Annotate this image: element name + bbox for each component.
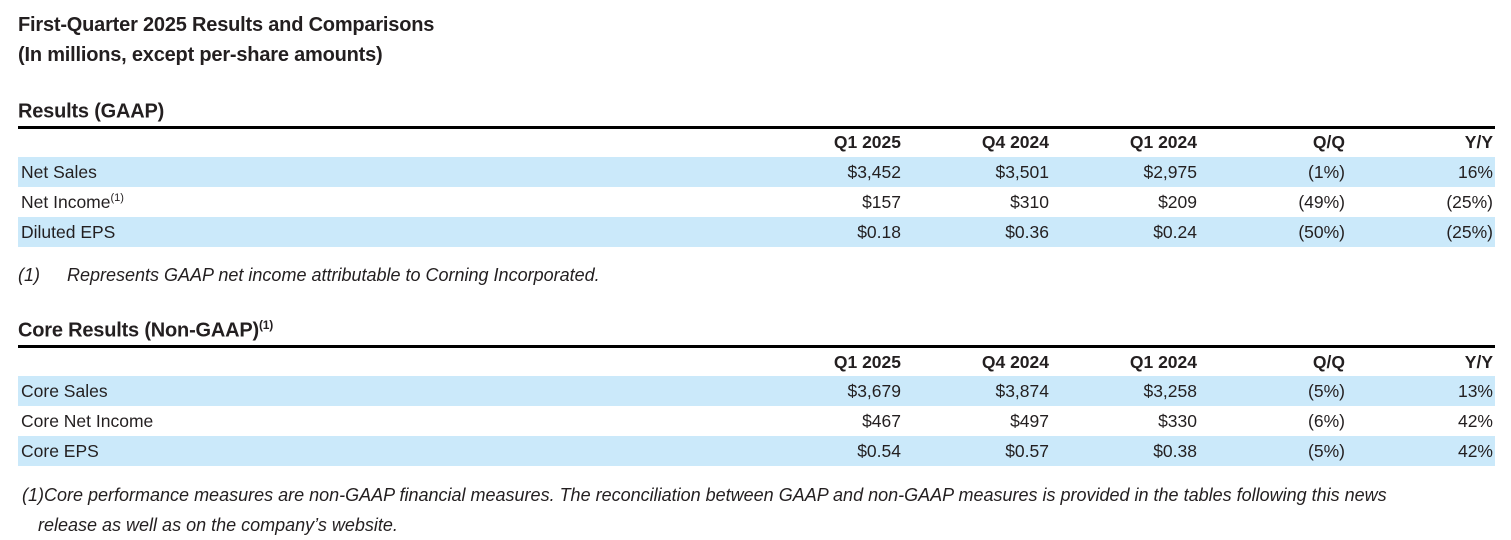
- gaap-heading-text: Results (GAAP): [18, 100, 165, 123]
- column-header-yy: Y/Y: [1464, 351, 1493, 372]
- cell-value: $3,874: [995, 380, 1049, 401]
- column-header-q4-2024: Q4 2024: [981, 351, 1049, 372]
- cell-value: (5%): [1308, 380, 1345, 401]
- gaap-header-spacer: [18, 127, 755, 157]
- cell-value: $497: [1010, 410, 1049, 431]
- table-row-core-net-income: Core Net Income $467 $497 $330 (6%) 42%: [18, 406, 1495, 436]
- cell-value: (49%): [1298, 191, 1345, 212]
- row-label: Diluted EPS: [21, 221, 116, 242]
- page-subtitle: (In millions, except per-share amounts): [18, 44, 383, 66]
- core-header-row: Q1 2025 Q4 2024 Q1 2024 Q/Q Y/Y: [18, 346, 1495, 376]
- cell-value: $467: [862, 410, 901, 431]
- row-label: Core Net Income: [21, 410, 154, 431]
- cell-value: (5%): [1308, 440, 1345, 461]
- column-header-q1-2025: Q1 2025: [833, 132, 901, 153]
- core-section-heading: Core Results (Non-GAAP)(1): [18, 314, 1495, 345]
- row-label: Net Sales: [21, 161, 97, 182]
- cell-value: (1%): [1308, 161, 1345, 182]
- column-header-yy: Y/Y: [1464, 132, 1493, 153]
- column-header-q4-2024: Q4 2024: [981, 132, 1049, 153]
- column-header-qq: Q/Q: [1312, 132, 1345, 153]
- gaap-footnote: (1) Represents GAAP net income attributa…: [18, 263, 1495, 287]
- row-label: Core Sales: [21, 380, 108, 401]
- row-label: Net Income(1): [21, 191, 124, 212]
- cell-value: (50%): [1298, 221, 1345, 242]
- cell-value: $0.54: [857, 440, 901, 461]
- row-label-superscript: (1): [110, 191, 124, 204]
- gaap-results-table: Q1 2025 Q4 2024 Q1 2024 Q/Q Y/Y Net Sale…: [18, 125, 1495, 248]
- cell-value: (6%): [1308, 410, 1345, 431]
- cell-value: $3,501: [995, 161, 1049, 182]
- cell-value: 13%: [1457, 380, 1493, 401]
- table-row-core-eps: Core EPS $0.54 $0.57 $0.38 (5%) 42%: [18, 436, 1495, 467]
- cell-value: $3,679: [847, 380, 901, 401]
- cell-value: $0.36: [1005, 221, 1049, 242]
- cell-value: $0.18: [857, 221, 901, 242]
- column-header-q1-2024: Q1 2024: [1129, 132, 1197, 153]
- cell-value: $3,258: [1143, 380, 1197, 401]
- cell-value: $0.57: [1005, 440, 1049, 461]
- cell-value: 42%: [1457, 440, 1493, 461]
- column-header-q1-2024: Q1 2024: [1129, 351, 1197, 372]
- page-title: First-Quarter 2025 Results and Compariso…: [18, 14, 435, 36]
- cell-value: $330: [1158, 410, 1197, 431]
- non-gaap-footnote-line1: (1)Core performance measures are non-GAA…: [22, 485, 1387, 506]
- gaap-header-row: Q1 2025 Q4 2024 Q1 2024 Q/Q Y/Y: [18, 127, 1495, 157]
- row-label: Core EPS: [21, 440, 99, 461]
- footnote-text: Represents GAAP net income attributable …: [67, 265, 600, 286]
- table-row-net-sales: Net Sales $3,452 $3,501 $2,975 (1%) 16%: [18, 157, 1495, 188]
- cell-value: $2,975: [1143, 161, 1197, 182]
- non-gaap-footnote-line2: release as well as on the company’s webs…: [38, 515, 398, 536]
- cell-value: 16%: [1457, 161, 1493, 182]
- cell-value: $0.24: [1153, 221, 1197, 242]
- cell-value: $3,452: [847, 161, 901, 182]
- cell-value: $0.38: [1153, 440, 1197, 461]
- cell-value: 42%: [1457, 410, 1493, 431]
- core-results-table: Q1 2025 Q4 2024 Q1 2024 Q/Q Y/Y Core Sal…: [18, 344, 1495, 467]
- cell-value: $209: [1158, 191, 1197, 212]
- core-heading-superscript: (1): [258, 318, 274, 333]
- footnote-marker: (1): [18, 265, 40, 286]
- column-header-qq: Q/Q: [1312, 351, 1345, 372]
- table-row-diluted-eps: Diluted EPS $0.18 $0.36 $0.24 (50%) (25%…: [18, 217, 1495, 248]
- cell-value: (25%): [1446, 191, 1493, 212]
- table-row-net-income: Net Income(1) $157 $310 $209 (49%) (25%): [18, 187, 1495, 217]
- gaap-section-heading: Results (GAAP): [18, 95, 1495, 126]
- non-gaap-footnote: (1)Core performance measures are non-GAA…: [18, 480, 1495, 540]
- cell-value: $157: [862, 191, 901, 212]
- core-header-spacer: [18, 346, 755, 376]
- cell-value: (25%): [1446, 221, 1493, 242]
- column-header-q1-2025: Q1 2025: [833, 351, 901, 372]
- cell-value: $310: [1010, 191, 1049, 212]
- table-row-core-sales: Core Sales $3,679 $3,874 $3,258 (5%) 13%: [18, 376, 1495, 407]
- core-heading-text: Core Results (Non-GAAP): [18, 319, 259, 342]
